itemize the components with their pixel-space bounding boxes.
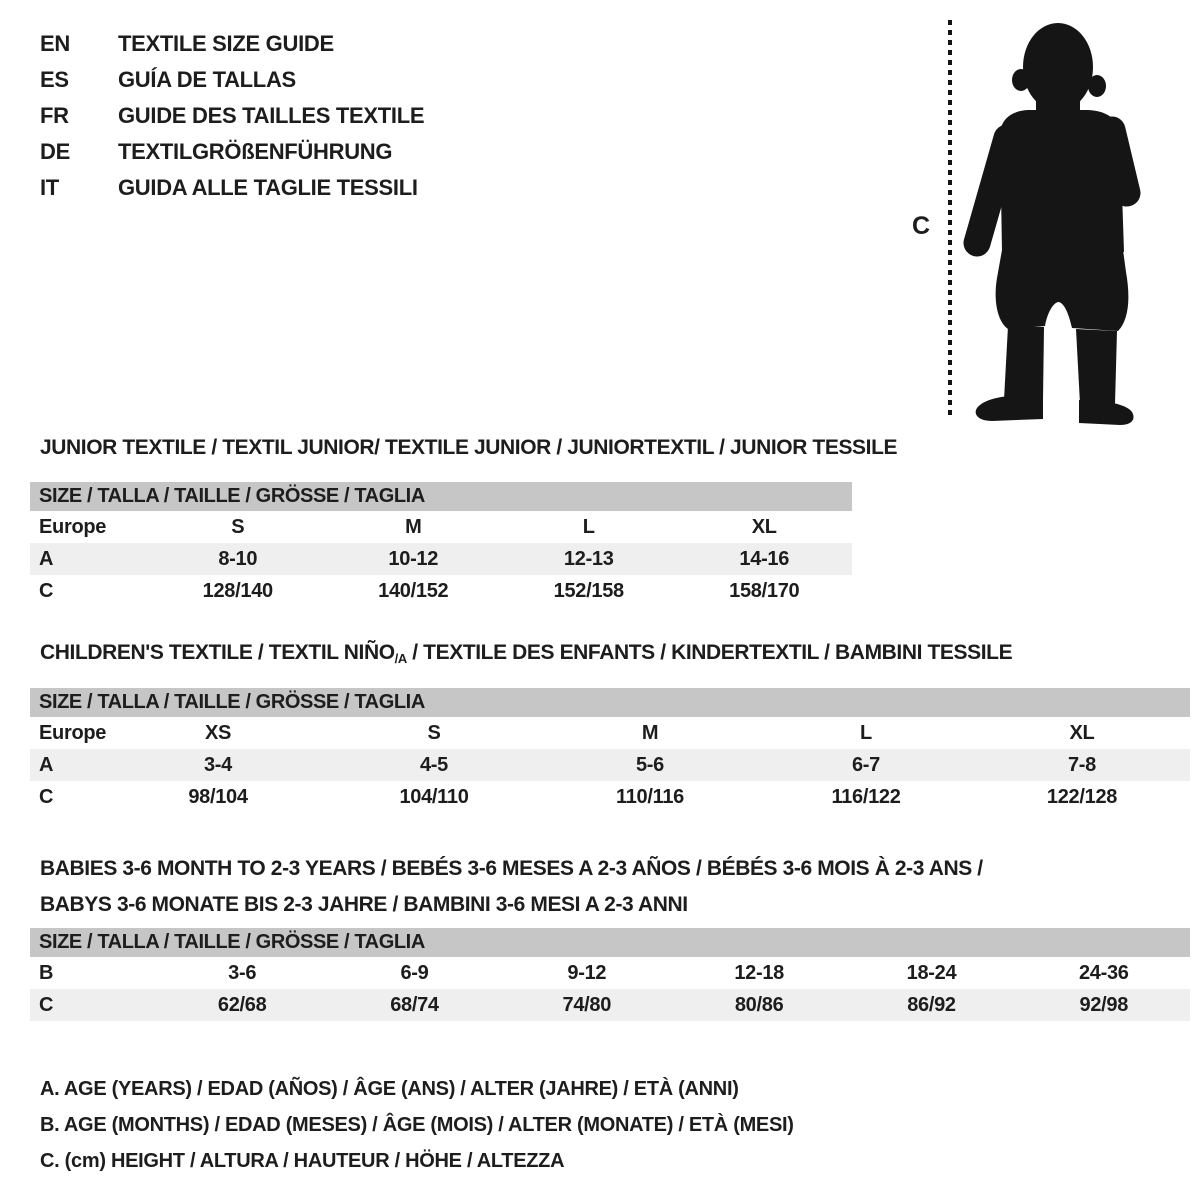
row-label: C <box>39 993 54 1016</box>
height-measure-label: C <box>912 212 931 240</box>
size-cell: XS <box>204 721 232 744</box>
junior-section-title: JUNIOR TEXTILE / TEXTIL JUNIOR/ TEXTILE … <box>40 436 898 459</box>
children-title-sub: /A <box>394 651 408 666</box>
height-cell: 104/110 <box>399 785 469 808</box>
lang-row-en: EN TEXTILE SIZE GUIDE <box>40 26 424 62</box>
table-row-height: C 128/140 140/152 152/158 158/170 <box>30 575 852 607</box>
size-cell: M <box>641 721 659 744</box>
toddler-silhouette-image <box>963 23 1141 425</box>
row-label: Europe <box>39 721 107 744</box>
height-cell: 128/140 <box>202 579 274 602</box>
measurement-legend: A. AGE (YEARS) / EDAD (AÑOS) / ÂGE (ANS)… <box>40 1071 794 1179</box>
children-section-title: CHILDREN'S TEXTILE / TEXTIL NIÑO/A / TEX… <box>40 641 1013 666</box>
height-cell: 140/152 <box>378 579 449 602</box>
height-cell: 98/104 <box>188 785 248 808</box>
height-cell: 68/74 <box>390 993 439 1016</box>
lang-row-es: ES GUÍA DE TALLAS <box>40 62 424 98</box>
age-cell: 7-8 <box>1067 753 1096 776</box>
months-cell: 3-6 <box>228 961 257 984</box>
row-label: Europe <box>39 515 107 538</box>
children-title-main: CHILDREN'S TEXTILE / TEXTIL NIÑO <box>40 641 395 664</box>
size-cell: L <box>582 515 595 538</box>
height-cell: 92/98 <box>1079 993 1129 1016</box>
lang-row-fr: FR GUIDE DES TAILLES TEXTILE <box>40 98 425 134</box>
months-cell: 6-9 <box>400 961 429 984</box>
guide-title-es: GUÍA DE TALLAS <box>118 67 296 92</box>
age-cell: 8-10 <box>218 547 258 570</box>
lang-row-it: IT GUIDA ALLE TAGLIE TESSILI <box>40 170 424 206</box>
lang-code: IT <box>40 175 59 200</box>
height-cell: 62/68 <box>217 993 267 1016</box>
language-header: EN TEXTILE SIZE GUIDE ES GUÍA DE TALLAS … <box>40 26 425 206</box>
junior-size-table: SIZE / TALLA / TAILLE / GRÖSSE / TAGLIA … <box>30 482 852 607</box>
size-header-bar: SIZE / TALLA / TAILLE / GRÖSSE / TAGLIA <box>30 928 1190 957</box>
lang-code: FR <box>40 103 69 128</box>
lang-code: ES <box>40 67 69 92</box>
size-header-bar: SIZE / TALLA / TAILLE / GRÖSSE / TAGLIA <box>30 688 1190 717</box>
children-title-rest: / TEXTILE DES ENFANTS / KINDERTEXTIL / B… <box>406 641 1013 664</box>
size-cell: XL <box>1069 721 1095 744</box>
table-row-age: A 3-4 4-5 5-6 6-7 7-8 <box>30 749 1190 781</box>
table-row-age: A 8-10 10-12 12-13 14-16 <box>30 543 852 575</box>
age-cell: 10-12 <box>388 547 439 570</box>
age-cell: 3-4 <box>203 753 232 776</box>
lang-row-de: DE TEXTILGRÖßENFÜHRUNG <box>40 134 424 170</box>
lang-code: DE <box>40 139 70 164</box>
legend-age-months: B. AGE (MONTHS) / EDAD (MESES) / ÂGE (MO… <box>40 1114 794 1136</box>
lang-code: EN <box>40 31 70 56</box>
age-cell: 14-16 <box>739 547 790 570</box>
height-cell: 74/80 <box>562 993 612 1016</box>
months-cell: 18-24 <box>906 961 957 984</box>
size-cell: L <box>860 721 872 744</box>
size-cell: S <box>231 515 245 538</box>
row-label: C <box>39 579 54 602</box>
months-cell: 12-18 <box>734 961 784 984</box>
size-cell: XL <box>751 515 777 538</box>
height-cell: 122/128 <box>1046 785 1118 808</box>
height-cell: 152/158 <box>553 579 625 602</box>
months-cell: 24-36 <box>1078 961 1129 984</box>
guide-title-de: TEXTILGRÖßENFÜHRUNG <box>118 139 393 164</box>
row-label: A <box>39 753 54 776</box>
age-cell: 4-5 <box>419 753 448 776</box>
height-cell: 86/92 <box>907 993 956 1016</box>
children-size-table: SIZE / TALLA / TAILLE / GRÖSSE / TAGLIA … <box>30 688 1190 813</box>
legend-height-cm: C. (cm) HEIGHT / ALTURA / HAUTEUR / HÖHE… <box>40 1150 565 1172</box>
age-cell: 5-6 <box>635 753 664 776</box>
row-label: A <box>39 547 54 570</box>
table-row-height: C 62/68 68/74 74/80 80/86 86/92 92/98 <box>30 989 1190 1021</box>
size-cell: S <box>427 721 441 744</box>
guide-title-fr: GUIDE DES TAILLES TEXTILE <box>118 103 425 128</box>
babies-section-title: BABIES 3-6 MONTH TO 2-3 YEARS / BEBÉS 3-… <box>40 851 983 923</box>
row-label: B <box>39 961 54 984</box>
legend-age-years: A. AGE (YEARS) / EDAD (AÑOS) / ÂGE (ANS)… <box>40 1078 739 1100</box>
babies-title-line2: BABYS 3-6 MONATE BIS 2-3 JAHRE / BAMBINI… <box>40 893 688 916</box>
babies-title-line1: BABIES 3-6 MONTH TO 2-3 YEARS / BEBÉS 3-… <box>40 857 983 880</box>
guide-title-it: GUIDA ALLE TAGLIE TESSILI <box>118 175 418 200</box>
age-cell: 12-13 <box>563 547 614 570</box>
age-cell: 6-7 <box>851 753 880 776</box>
table-row-height: C 98/104 104/110 110/116 116/122 122/128 <box>30 781 1190 813</box>
height-measure-dashed-line <box>948 20 952 416</box>
size-cell: M <box>405 515 422 538</box>
height-cell: 116/122 <box>831 785 901 808</box>
babies-size-table: SIZE / TALLA / TAILLE / GRÖSSE / TAGLIA … <box>30 928 1190 1021</box>
height-cell: 80/86 <box>734 993 784 1016</box>
height-cell: 110/116 <box>616 785 684 808</box>
height-cell: 158/170 <box>729 579 800 602</box>
table-row-months: B 3-6 6-9 9-12 12-18 18-24 24-36 <box>30 957 1190 989</box>
size-header-bar: SIZE / TALLA / TAILLE / GRÖSSE / TAGLIA <box>30 482 852 511</box>
months-cell: 9-12 <box>567 961 607 984</box>
guide-title-en: TEXTILE SIZE GUIDE <box>118 31 334 56</box>
table-row-europe: Europe S M L XL <box>30 511 852 543</box>
row-label: C <box>39 785 54 808</box>
table-row-europe: Europe XS S M L XL <box>30 717 1190 749</box>
